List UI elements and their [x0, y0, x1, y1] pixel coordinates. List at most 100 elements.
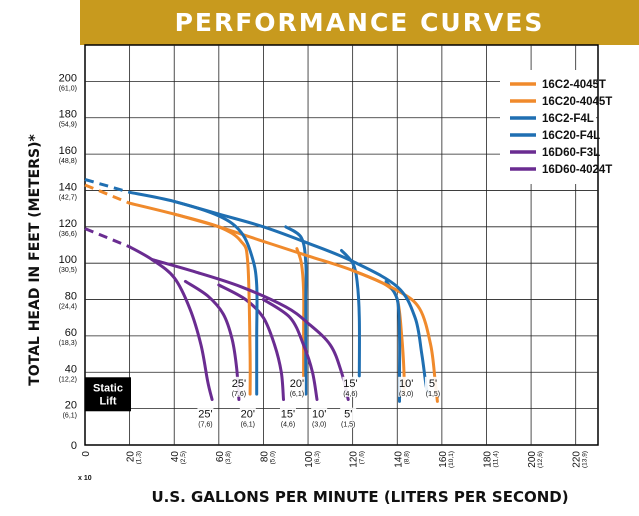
x-tick-label: 180	[482, 451, 493, 468]
y-tick-label: 200	[59, 72, 77, 84]
lift-label: 20'	[241, 409, 255, 421]
x-tick-label: 100	[304, 451, 315, 468]
x-tick-label: 160	[438, 451, 449, 468]
series-dashed-line	[84, 183, 131, 205]
lift-label-bg	[279, 407, 296, 428]
lift-sublabel: (1,5)	[426, 391, 440, 398]
legend-entry: 16C20-F4L	[542, 130, 600, 142]
series-line	[150, 258, 350, 401]
lift-sublabel: (4,6)	[281, 422, 295, 429]
y-tick-label: 40	[65, 363, 77, 375]
y-tick-sublabel: (42,7)	[59, 194, 77, 201]
legend-entry: 16D60-4024T	[542, 164, 612, 176]
pump-branch-curve	[183, 279, 241, 401]
x-tick-label: 120	[349, 451, 360, 468]
x-tick-label: 140	[393, 451, 404, 468]
static-lift-box	[85, 377, 131, 412]
lift-sublabel: (4,6)	[343, 391, 357, 398]
series-dashed-line	[84, 227, 131, 249]
lift-label: 15'	[343, 378, 357, 390]
x-tick-sublabel: (12,6)	[537, 451, 544, 468]
y-tick-label: 60	[65, 327, 77, 339]
lift-label: 25'	[198, 409, 212, 421]
x-tick-sublabel: (2,5)	[180, 451, 187, 464]
y-tick-label: 0	[71, 440, 77, 452]
x-tick-sublabel: (5,0)	[269, 451, 276, 464]
x-tick-sublabel: (13,9)	[582, 451, 589, 468]
y-tick-sublabel: (54,9)	[59, 122, 77, 129]
legend-box	[500, 70, 596, 184]
pump-branch-curve	[284, 225, 308, 396]
lift-label: 10'	[312, 409, 326, 421]
lift-label-bg	[340, 407, 357, 428]
y-tick-label: 140	[59, 181, 77, 193]
x-tick-label: 60	[215, 451, 226, 463]
lift-label-bg	[398, 376, 415, 397]
legend-entry: 16D60-F3L	[542, 147, 600, 159]
x-tick-label: 20	[126, 451, 137, 463]
lift-label-bg	[197, 407, 214, 428]
lift-label: 5'	[429, 378, 437, 390]
static-lift-label: Static	[93, 382, 123, 394]
lift-sublabel: (6,1)	[290, 391, 304, 398]
y-tick-sublabel: (36,6)	[59, 231, 77, 238]
y-tick-sublabel: (18,3)	[59, 340, 77, 347]
x-tick-sublabel: (8,8)	[403, 451, 410, 464]
lift-label: 5'	[344, 409, 352, 421]
x-tick-label: 40	[170, 451, 181, 463]
x-tick-sublabel: (7,6)	[359, 451, 366, 464]
lift-label: 10'	[399, 378, 413, 390]
y-tick-sublabel: (61,0)	[59, 85, 77, 92]
y-tick-sublabel: (12,2)	[59, 376, 77, 383]
lift-label: 15'	[281, 409, 295, 421]
x-tick-label: 200	[527, 451, 538, 468]
lift-label-bg	[311, 407, 328, 428]
x-tick-label: 80	[259, 451, 270, 463]
pump-branch-curve	[261, 298, 319, 401]
y-tick-sublabel: (30,5)	[59, 267, 77, 274]
legend-entry: 16C20-4045T	[542, 96, 612, 108]
y-tick-label: 100	[59, 254, 77, 266]
y-axis-title: TOTAL HEAD IN FEET (METERS)*	[27, 133, 43, 385]
x-axis-title: U.S. GALLONS PER MINUTE (LITERS PER SECO…	[151, 488, 568, 506]
lift-label: 20'	[290, 378, 304, 390]
x-tick-sublabel: (3,8)	[225, 451, 232, 464]
lift-label-bg	[342, 376, 359, 397]
y-tick-label: 20	[65, 400, 77, 412]
series-dashed-line	[84, 178, 131, 194]
lift-sublabel: (6,1)	[241, 422, 255, 429]
x-multiplier-label: x 10	[78, 475, 92, 482]
lift-label-bg	[288, 376, 305, 397]
static-lift-label: Lift	[99, 395, 116, 407]
pump-branch-curve	[217, 283, 285, 401]
lift-sublabel: (3,0)	[399, 391, 413, 398]
x-tick-label: 220	[572, 451, 583, 468]
title-banner: PERFORMANCE CURVES	[80, 0, 639, 45]
lift-sublabel: (7,6)	[232, 391, 246, 398]
y-tick-label: 120	[59, 218, 77, 230]
lift-label-bg	[424, 376, 441, 397]
x-tick-sublabel: (1,3)	[136, 451, 143, 464]
chart-title: PERFORMANCE CURVES	[174, 8, 545, 37]
y-tick-sublabel: (24,4)	[59, 304, 77, 311]
lift-label-bg	[239, 407, 256, 428]
lift-label: 25'	[232, 378, 246, 390]
lift-label-bg	[230, 376, 247, 397]
x-tick-sublabel: (11,4)	[492, 451, 499, 468]
lift-sublabel: (7,6)	[198, 422, 212, 429]
y-tick-label: 80	[65, 291, 77, 303]
lift-sublabel: (1,5)	[341, 422, 355, 429]
y-tick-label: 180	[59, 109, 77, 121]
y-tick-sublabel: (48,8)	[59, 158, 77, 165]
legend-entry: 16C2-F4L	[542, 113, 594, 125]
legend-entry: 16C2-4045T	[542, 79, 606, 91]
series-line	[172, 199, 430, 394]
y-tick-label: 160	[59, 145, 77, 157]
pump-branch-curve	[295, 247, 306, 396]
lift-sublabel: (3,0)	[312, 422, 326, 429]
x-tick-sublabel: (10,1)	[448, 451, 455, 468]
y-tick-sublabel: (6,1)	[63, 413, 77, 420]
x-tick-label: 0	[81, 451, 92, 457]
x-tick-sublabel: (6,3)	[314, 451, 321, 464]
